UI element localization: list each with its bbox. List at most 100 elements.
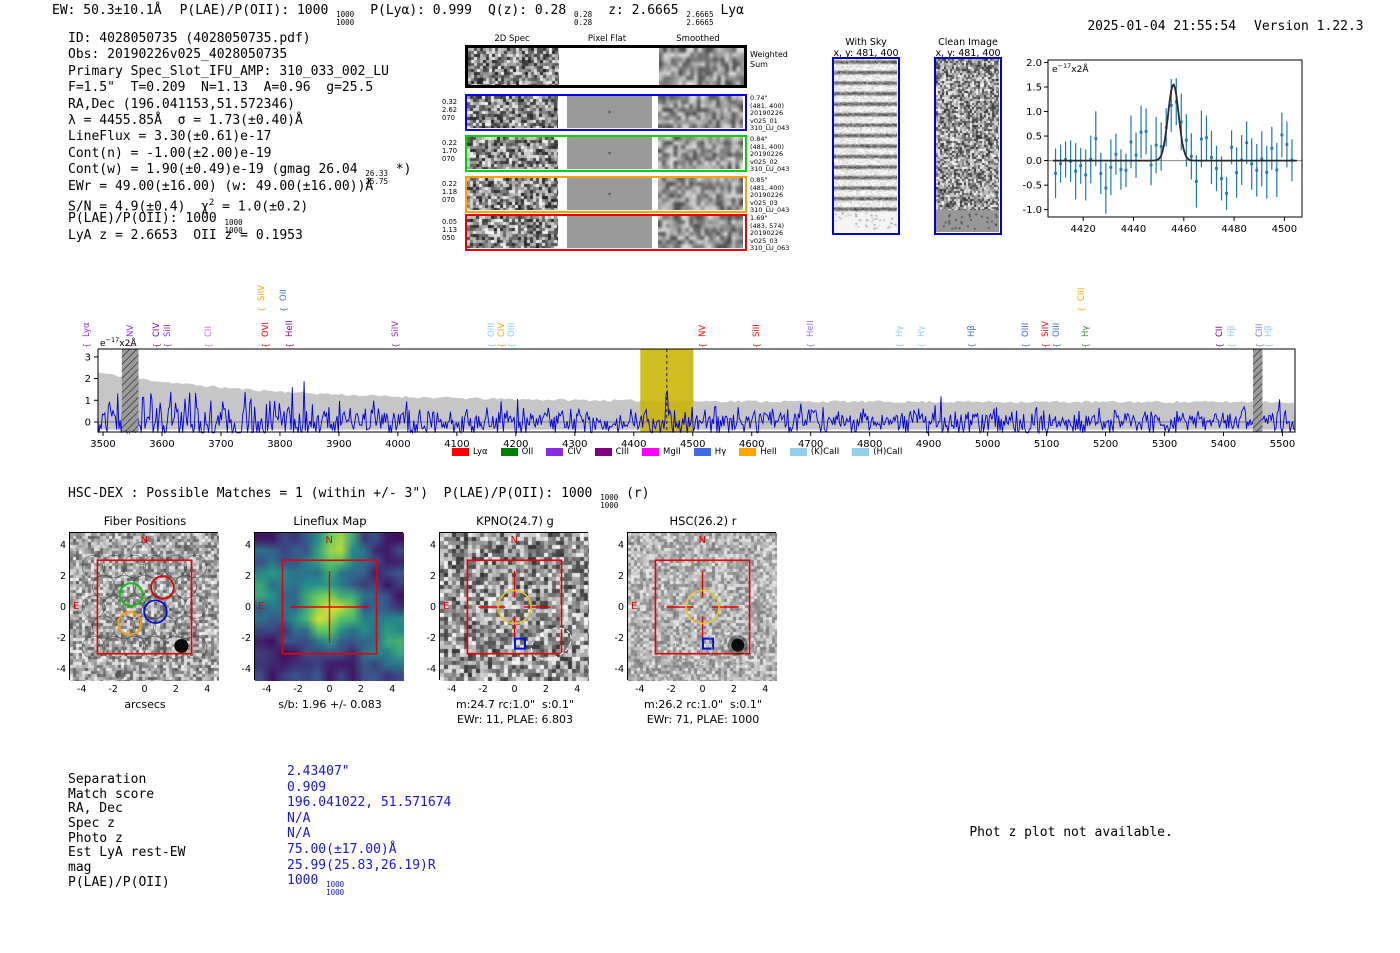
data-point (1139, 130, 1143, 134)
data-point (1270, 146, 1274, 150)
left-label: 2.62 (442, 106, 458, 115)
spec-ann-seg: x2Å (119, 339, 137, 349)
fiber-circle (102, 554, 126, 579)
summary-seg: P(Lyα): 0.999 (370, 3, 472, 18)
x-tick-label: 4600 (739, 439, 764, 450)
line-label-bracket: { (1080, 342, 1090, 348)
x-tick-label: 3700 (208, 439, 233, 450)
line-label-NV-13: NV (697, 324, 708, 337)
cutout-title-1: Lineflux Map (293, 514, 367, 528)
info-seg: Obs: 20190226v025_4028050735 (68, 47, 288, 63)
legend-swatch (594, 448, 612, 456)
with-sky-image (834, 59, 897, 232)
detection-info-block: ID: 4028050735 (4028050735.pdf) Obs: 2019… (68, 31, 411, 244)
data-point (1235, 171, 1239, 174)
data-point (1265, 170, 1269, 174)
right-label: 20190226 (750, 109, 784, 118)
x-tick-label: 5500 (1270, 439, 1295, 450)
weighted-sum-line: Weighted (750, 50, 788, 59)
fraction-top: 1000 (600, 493, 619, 502)
data-point (1200, 137, 1203, 141)
fiber-circle (163, 595, 187, 619)
right-label: (481, 400) (750, 101, 785, 110)
cutout-caption-0: s/b: 1.96 +/- 0.083 (278, 698, 382, 711)
highlight-fiber-circle (143, 599, 168, 624)
cutout-y-tick: -4 (614, 664, 624, 676)
spec2d-pixelflat-image (567, 137, 652, 169)
cutout-y-tick: 0 (244, 602, 251, 613)
right-label: 20190226 (750, 191, 784, 200)
match-table-values: 2.43407" 0.909 196.041022, 51.571674 N/A N/A… (287, 764, 451, 897)
match-value-seg: 0.909 (287, 779, 327, 795)
y-tick-label: 2 (85, 374, 91, 385)
line-label-bracket: { (506, 342, 516, 348)
cutout-panel-1: Lineflux Map N E -4 -4 -2 -2 0 0 2 2 4 4 s/b: 1.96 +/… (242, 514, 404, 711)
match-value-3: N/A (287, 811, 451, 827)
cutout-x-tick: 0 (511, 684, 518, 695)
fraction-bottom: 1000 (326, 888, 345, 898)
fiber-circle (183, 595, 208, 619)
info-line-6: LineFlux = 3.30(±0.61)e-17 (68, 129, 411, 145)
right-label: v025_03 (750, 236, 778, 245)
spec2d-row-right-labels-1: 0.84" (481, 400) 20190226 v025_02 310_LU_043 (750, 135, 790, 174)
spectrum-line-legend: Lyα OII CIV CIII MgII Hγ HeII (K)CaII (H)CaII (452, 447, 902, 457)
superscript: 2 (208, 197, 215, 208)
fiber-circle (81, 595, 106, 619)
fit-chart-svg: -1.0 -0.5 0.0 0.5 1.0 1.5 2.0 4420 4440 4460 4480 4… (1022, 58, 1303, 235)
line-label-Hγ-16: Hγ (894, 325, 905, 337)
clean-image-title-text: Clean Image (938, 37, 998, 48)
with-sky-panel (832, 57, 900, 235)
data-point (1124, 168, 1128, 172)
neighbor-ellipse (530, 627, 572, 660)
cutout-y-tick: 0 (429, 602, 436, 613)
spec2d-2d-image (468, 48, 559, 85)
fiber-circle (91, 574, 116, 599)
spec2d-exposure-row-0 (465, 94, 747, 131)
right-label: 310_LU_043 (750, 165, 790, 174)
cutout-y-tick: 4 (244, 539, 251, 551)
spec2d-2d-image (467, 137, 558, 169)
x-tick-label: 4700 (798, 439, 823, 450)
fiber-circle (122, 554, 147, 579)
legend-item-1: OII (500, 447, 533, 457)
match-value-1: 0.909 (287, 780, 451, 796)
faint-blob (115, 669, 126, 680)
info-line-9: EWr = 49.00(±16.00) (w: 49.00(±16.00))Å (68, 179, 411, 195)
legend-label: CIV (567, 447, 582, 457)
fiber-circle (132, 615, 157, 640)
x-tick-label: 3900 (326, 439, 351, 450)
hsc-seg: (r) (618, 486, 650, 501)
cutout-caption-1: EWr: 11, PLAE: 6.803 (456, 713, 574, 726)
fraction-top: 2.6665 (686, 10, 714, 19)
legend-swatch (500, 448, 518, 456)
data-point (1194, 180, 1198, 183)
catalog-match-box (513, 637, 526, 650)
cutout-caption-1: EWr: 71, PLAE: 1000 (646, 713, 760, 726)
match-value-2: 196.041022, 51.571674 (287, 795, 451, 811)
data-point (1255, 168, 1259, 172)
x-tick-label: 4900 (916, 439, 941, 450)
cutout-overlay-3 (654, 559, 758, 681)
data-point (1275, 168, 1279, 172)
cutout-x-tick: 4 (574, 684, 581, 695)
x-tick-label: 5100 (1034, 439, 1059, 450)
compass-north: N (325, 535, 333, 546)
line-label-bracket: { (203, 342, 213, 348)
source-blob (731, 638, 745, 652)
data-point (1159, 145, 1163, 148)
x-tick-label: 4440 (1121, 224, 1146, 235)
summary-seg: EW: 50.3±10.1Å (52, 3, 162, 18)
compass-north: N (510, 535, 518, 546)
info-seg: S/N = 4.9(±0.4) χ (68, 199, 209, 215)
legend-item-3: CIII (594, 447, 629, 457)
data-point (1059, 162, 1062, 166)
line-label-Hβ-27: Hβ (1263, 325, 1274, 337)
legend-swatch (642, 448, 660, 456)
match-label-0: Separation (68, 772, 147, 787)
line-label-SiII-14: SiII (752, 324, 763, 337)
match-label-6: mag (68, 860, 92, 876)
data-point (1114, 152, 1118, 156)
data-point (1094, 137, 1098, 141)
line-label-OIII-12: OIII (506, 322, 517, 337)
